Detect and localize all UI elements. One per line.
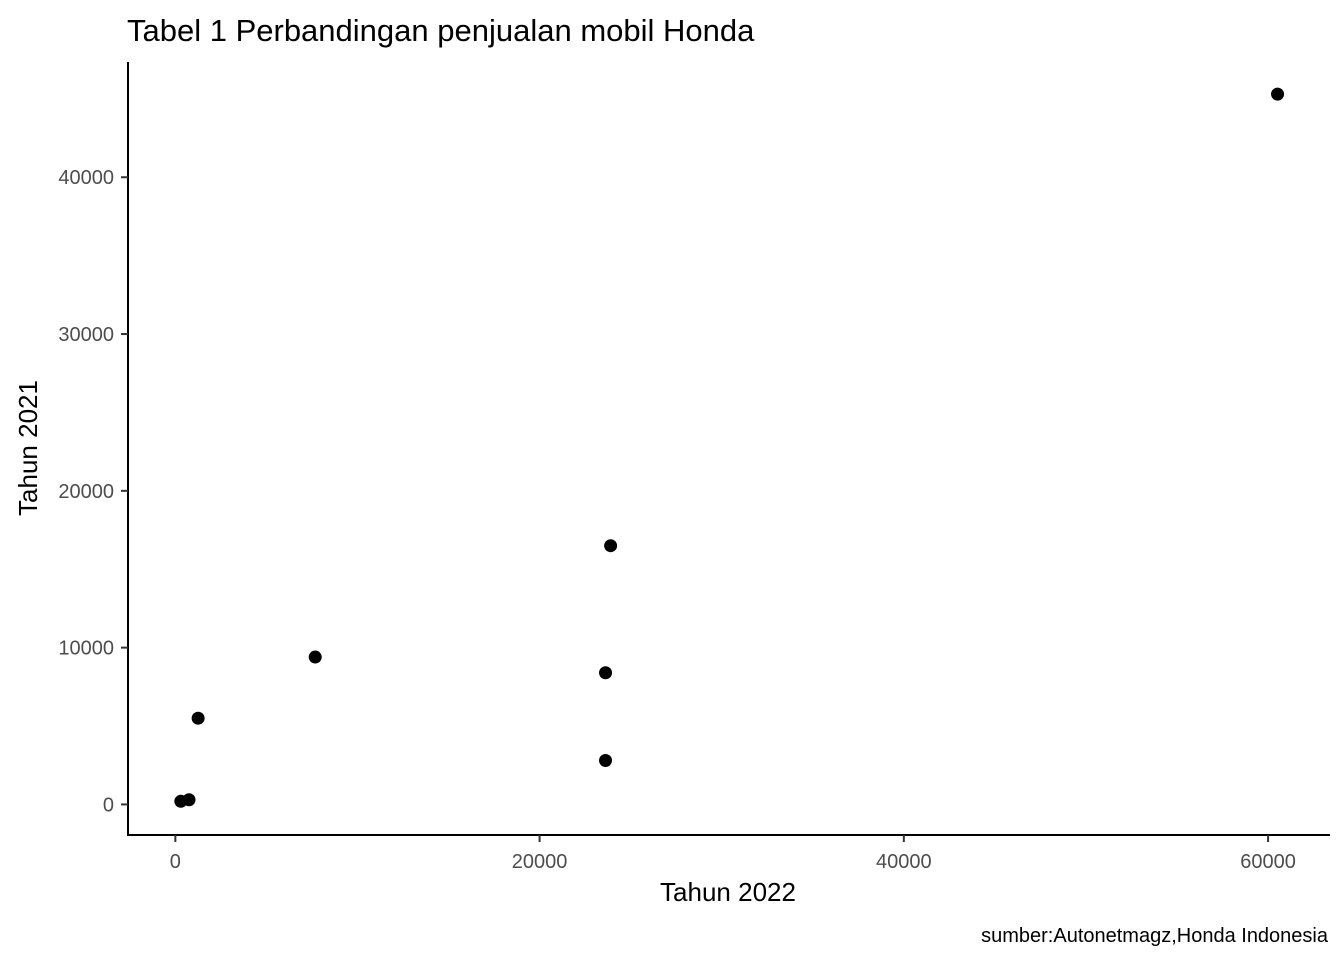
- y-axis-ticks: 0 10000 20000 30000 40000: [58, 167, 128, 816]
- chart-title: Tabel 1 Perbandingan penjualan mobil Hon…: [127, 13, 755, 48]
- x-tick-label: 20000: [512, 851, 568, 873]
- y-tick-label: 20000: [58, 481, 114, 503]
- y-axis-title: Tahun 2021: [13, 380, 43, 516]
- x-tick-label: 40000: [876, 851, 932, 873]
- data-point: [1271, 87, 1285, 101]
- data-point: [604, 539, 618, 553]
- plot-area: 0 20000 40000 60000 0 10000 20000 30000 40000: [58, 62, 1330, 873]
- data-point: [599, 754, 613, 768]
- data-point: [174, 794, 188, 808]
- chart-caption: sumber:Autonetmagz,Honda Indonesia: [981, 925, 1329, 947]
- x-tick-label: 0: [170, 851, 181, 873]
- y-tick-label: 0: [103, 794, 114, 816]
- data-points: [174, 87, 1285, 808]
- y-tick-label: 10000: [58, 638, 114, 660]
- data-point: [308, 650, 322, 664]
- y-tick-label: 30000: [58, 324, 114, 346]
- y-tick-label: 40000: [58, 167, 114, 189]
- data-point: [599, 666, 613, 680]
- x-axis-ticks: 0 20000 40000 60000: [170, 835, 1296, 873]
- x-axis-title: Tahun 2022: [660, 877, 796, 907]
- x-tick-label: 60000: [1240, 851, 1296, 873]
- data-point: [191, 711, 205, 725]
